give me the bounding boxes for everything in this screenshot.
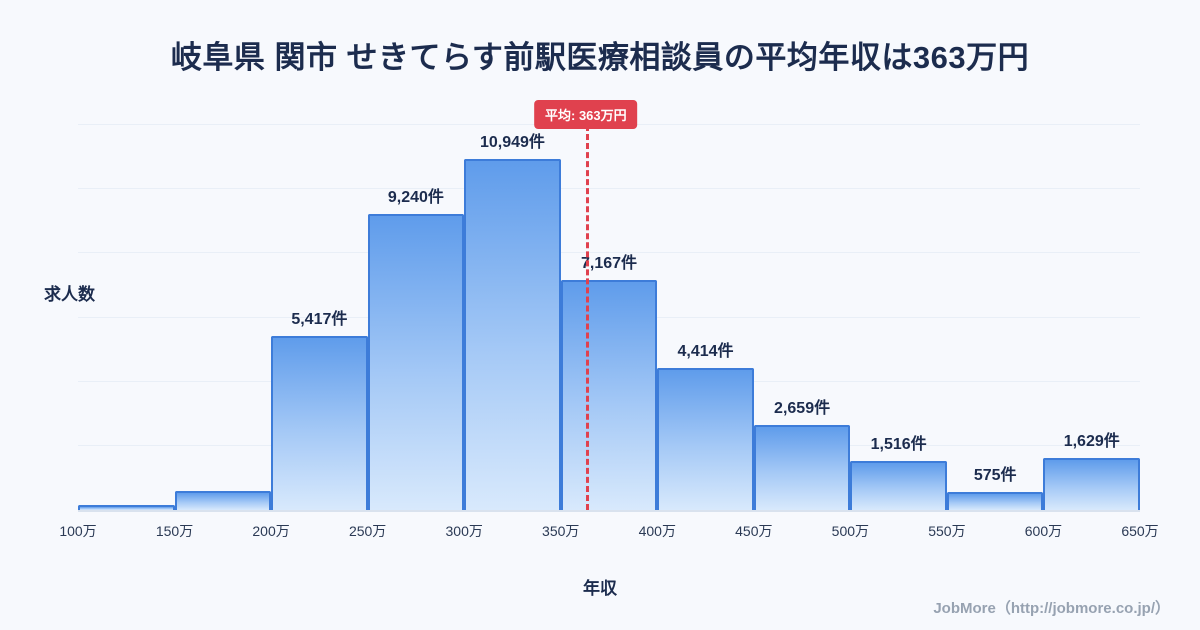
bar-value-label: 2,659件 (774, 399, 831, 417)
x-tick-label: 600万 (1024, 523, 1063, 539)
y-axis-label: 求人数 (44, 285, 95, 304)
x-axis-label: 年収 (583, 579, 617, 598)
bar-value-label: 1,516件 (870, 436, 927, 454)
histogram-bar (271, 336, 368, 510)
page-title: 岐阜県 関市 せきてらす前駅医療相談員の平均年収は363万円 (170, 40, 1030, 75)
histogram-bar (753, 424, 851, 510)
x-tick-label: 350万 (542, 523, 580, 539)
x-tick-label: 100万 (59, 523, 97, 539)
x-tick-label: 450万 (735, 523, 773, 539)
x-tick-label: 250万 (348, 523, 387, 539)
histogram-bar (560, 280, 658, 510)
x-tick-label: 650万 (1121, 523, 1159, 539)
histogram-bar (657, 368, 754, 510)
x-tick-label: 300万 (445, 523, 483, 539)
histogram-bar (367, 213, 465, 510)
bar-value-label: 4,414件 (677, 343, 734, 361)
bar-value-label: 575件 (973, 466, 1017, 484)
histogram-bar (1043, 457, 1140, 510)
plot-area: 5,417件 9,240件 10,949件 7,167件 4,414件 2,659件 1,5… (78, 124, 1140, 512)
average-badge: 平均: 363万円 (534, 100, 638, 129)
x-tick-label: 500万 (831, 523, 870, 539)
histogram-bar (850, 461, 947, 510)
average-line (585, 125, 589, 510)
x-tick-label: 400万 (638, 523, 676, 539)
histogram-bar (174, 491, 272, 510)
bar-value-label: 10,949件 (479, 133, 545, 151)
bar-value-label: 1,629件 (1063, 432, 1120, 450)
gridline (78, 188, 1140, 190)
x-tick-label: 200万 (252, 523, 290, 539)
bar-value-label: 7,167件 (580, 255, 638, 273)
gridline (78, 252, 1140, 254)
histogram-bar (464, 158, 561, 510)
histogram-bar (946, 491, 1044, 510)
bar-value-label: 5,417件 (291, 311, 348, 329)
bar-value-label: 9,240件 (387, 188, 444, 206)
x-axis-ticks: 100万 150万 200万 250万 300万 350万 400万 450万 500万 550万… (59, 521, 1158, 543)
credit-text: JobMore（http://jobmore.co.jp/） (933, 600, 1170, 617)
histogram-bar (78, 505, 175, 510)
x-tick-label: 150万 (155, 523, 194, 539)
x-tick-label: 550万 (928, 523, 966, 539)
